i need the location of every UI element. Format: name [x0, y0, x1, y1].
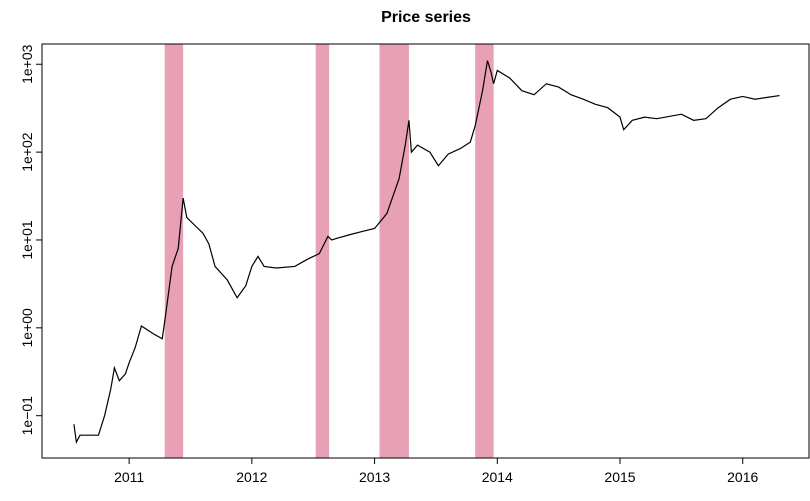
plot-frame — [41, 43, 810, 459]
price-line — [73, 60, 780, 445]
x-tick-label: 2013 — [359, 469, 390, 485]
shaded-region — [315, 44, 330, 458]
y-tick-label: 1e−01 — [19, 396, 35, 436]
y-tick-label: 1e+02 — [19, 132, 35, 172]
shaded-region — [379, 44, 409, 458]
x-tick-label: 2011 — [114, 469, 144, 485]
x-tick-label: 2012 — [236, 469, 267, 485]
y-tick-label: 1e+03 — [19, 44, 35, 84]
y-tick-label: 1e+00 — [19, 308, 35, 348]
shaded-region — [475, 44, 494, 458]
x-tick-label: 2014 — [482, 469, 513, 485]
x-tick-label: 2015 — [604, 469, 635, 485]
x-tick-label: 2016 — [727, 469, 758, 485]
shaded-region — [164, 44, 184, 458]
y-tick-label: 1e+01 — [19, 220, 35, 260]
chart-title: Price series — [381, 9, 471, 26]
